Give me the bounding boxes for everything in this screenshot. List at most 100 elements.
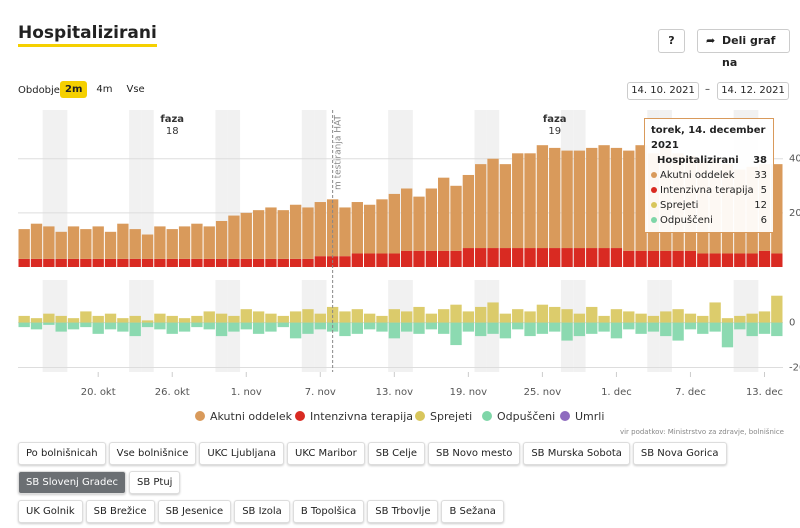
legend-swatch <box>560 411 570 421</box>
bar <box>475 164 487 249</box>
period-button[interactable]: Vse <box>126 84 145 95</box>
period-button[interactable]: 4m <box>96 84 113 95</box>
bar <box>43 258 55 267</box>
hospital-button[interactable]: Po bolnišnicah <box>18 442 106 465</box>
x-tick-label: 7. dec <box>675 387 706 398</box>
bar <box>215 313 228 323</box>
bar <box>746 322 758 337</box>
hospital-button[interactable]: SB Ptuj <box>128 471 181 494</box>
period-button[interactable]: 2m <box>60 81 88 98</box>
legend-label: Sprejeti <box>430 410 472 423</box>
bar <box>191 315 203 323</box>
bar <box>684 322 697 330</box>
hospital-button[interactable]: SB Slovenj Gradec <box>18 471 126 494</box>
bar <box>92 322 104 334</box>
bar <box>635 322 647 334</box>
bar <box>536 322 549 334</box>
x-tick-label: 25. nov <box>524 387 562 398</box>
legend-swatch <box>295 411 305 421</box>
tooltip-title: torek, 14. december 2021 <box>651 125 766 151</box>
bar <box>141 320 154 323</box>
tooltip-value: 5 <box>760 185 767 196</box>
bar <box>129 258 141 267</box>
hospital-button[interactable]: SB Celje <box>367 442 425 465</box>
bar <box>141 234 154 259</box>
bar <box>388 193 400 254</box>
bar <box>413 306 425 323</box>
bar <box>18 258 30 267</box>
bar <box>351 322 363 334</box>
bar <box>203 258 215 267</box>
help-button[interactable]: ? <box>658 29 685 53</box>
hospital-button[interactable]: SB Nova Gorica <box>632 442 727 465</box>
bar <box>363 322 376 330</box>
bar <box>92 226 104 259</box>
hospital-button[interactable]: SB Murska Sobota <box>523 442 630 465</box>
y-tick-label: 0 <box>789 318 795 329</box>
bar <box>178 226 191 259</box>
bar <box>302 258 314 267</box>
bar <box>289 311 302 323</box>
bar <box>487 248 499 267</box>
bar <box>524 322 536 337</box>
bar <box>67 318 80 323</box>
bar <box>549 306 561 323</box>
hospital-button[interactable]: SB Trbovlje <box>367 500 439 523</box>
date-from[interactable]: 14. 10. 2021 <box>627 82 699 100</box>
bar <box>771 295 783 323</box>
bar <box>191 322 203 328</box>
bar <box>92 315 104 323</box>
hospital-button[interactable]: B Topolšica <box>292 500 365 523</box>
bar <box>228 215 240 259</box>
tooltip-row: Sprejeti 12 <box>651 198 767 213</box>
tooltip: torek, 14. december 2021 Hospitalizirani 3… <box>644 118 774 233</box>
bar <box>203 311 215 323</box>
bar <box>610 322 623 339</box>
bar <box>425 188 438 251</box>
legend-label: Umrli <box>575 410 604 423</box>
bar <box>487 302 499 323</box>
bar <box>561 309 573 323</box>
bar <box>660 250 672 267</box>
bar <box>252 258 265 267</box>
date-to[interactable]: 14. 12. 2021 <box>717 82 789 100</box>
bar <box>672 250 684 267</box>
hospital-button[interactable]: UKC Maribor <box>287 442 365 465</box>
bar <box>709 253 721 267</box>
bar <box>43 226 55 259</box>
bar <box>598 248 610 267</box>
bar <box>30 322 43 330</box>
bar <box>734 315 746 323</box>
hospital-button[interactable]: Vse bolnišnice <box>108 442 197 465</box>
bar <box>487 158 499 249</box>
tooltip-label: Odpuščeni <box>660 215 713 226</box>
annotation: faza <box>543 114 567 125</box>
bar <box>413 250 425 267</box>
bar <box>721 318 734 323</box>
hospital-button[interactable]: B Sežana <box>441 500 504 523</box>
bar <box>586 322 598 334</box>
bar <box>512 309 524 323</box>
hospital-button[interactable]: SB Jesenice <box>157 500 232 523</box>
hospital-button[interactable]: UKC Ljubljana <box>199 442 285 465</box>
hospital-button[interactable]: UK Golnik <box>18 500 83 523</box>
legend-swatch <box>195 411 205 421</box>
bar <box>475 322 487 337</box>
legend-label: Odpuščeni <box>497 410 555 423</box>
hospital-button[interactable]: SB Novo mesto <box>427 442 521 465</box>
bar <box>734 322 746 330</box>
hospital-button[interactable]: SB Izola <box>234 500 290 523</box>
bar <box>43 322 55 325</box>
bar <box>215 322 228 337</box>
bar <box>104 231 117 259</box>
share-button[interactable]: ➦ Deli graf na <box>697 29 790 69</box>
bar <box>610 309 623 323</box>
bar <box>450 304 462 323</box>
bar <box>438 309 450 323</box>
bar <box>450 250 462 267</box>
hospital-button[interactable]: SB Brežice <box>85 500 155 523</box>
bar <box>586 147 598 249</box>
bar <box>512 248 524 267</box>
y-tick-label: 40 <box>789 154 800 165</box>
bar <box>166 322 178 334</box>
